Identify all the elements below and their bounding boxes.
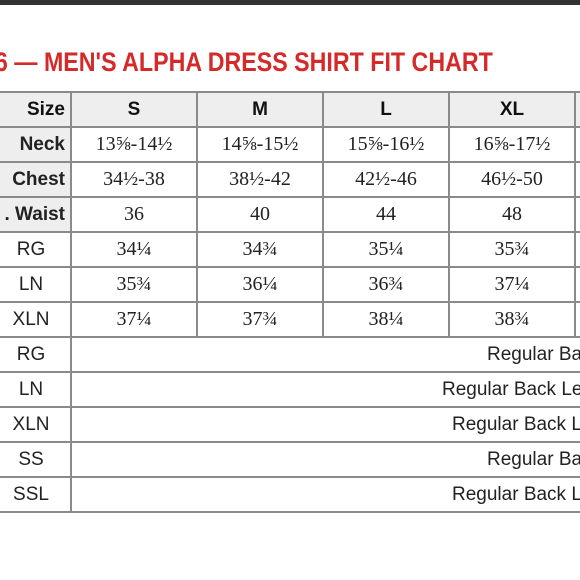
measurement-cell: 44	[322, 196, 450, 233]
row-label: Neck	[0, 126, 72, 163]
row-label: SSL	[0, 476, 72, 513]
back-style-row-ss: SS Regular Ba	[0, 441, 580, 478]
measurement-cell: 37¼	[448, 266, 576, 303]
measurement-cell: 34¾	[196, 231, 324, 268]
row-label: LN	[0, 371, 72, 408]
back-style-text: Regular Back L	[452, 413, 580, 435]
measurement-cell	[574, 126, 580, 163]
measurement-cell: 36¾	[322, 266, 450, 303]
measurement-cell: 13⅝-14½	[70, 126, 198, 163]
measurement-cell: 48	[448, 196, 576, 233]
measurement-cell: 15⅝-16½	[322, 126, 450, 163]
measurement-cell	[574, 161, 580, 198]
row-label: RG	[0, 231, 72, 268]
measurement-cell: 16⅝-17½	[448, 126, 576, 163]
back-style-description: Regular Back Le	[70, 371, 580, 408]
fit-chart-wrapper: Size S M L XL Neck 13⅝-14½ 14⅝-15½ 15⅝-16½ 1…	[0, 91, 580, 535]
measurement-cell: 38½-42	[196, 161, 324, 198]
row-label: . Waist	[0, 196, 72, 233]
top-border	[0, 0, 580, 5]
measurement-row-neck: Neck 13⅝-14½ 14⅝-15½ 15⅝-16½ 16⅝-17½	[0, 126, 580, 163]
measurement-row-waist: . Waist 36 40 44 48	[0, 196, 580, 233]
measurement-cell: 46½-50	[448, 161, 576, 198]
measurement-cell: 42½-46	[322, 161, 450, 198]
back-style-row-ssl: SSL Regular Back L	[0, 476, 580, 513]
row-label: RG	[0, 336, 72, 373]
back-style-row-ln: LN Regular Back Le	[0, 371, 580, 408]
size-header-s: S	[70, 91, 198, 128]
size-header-row: Size S M L XL	[0, 91, 580, 128]
size-header-next	[574, 91, 580, 128]
measurement-cell: 37¼	[70, 301, 198, 338]
back-style-text: Regular Bac	[487, 343, 580, 365]
size-header-m: M	[196, 91, 324, 128]
measurement-cell: 35¾	[70, 266, 198, 303]
measurement-cell: 36	[70, 196, 198, 233]
chart-title: 36 — MEN'S ALPHA DRESS SHIRT FIT CHART	[0, 47, 493, 77]
measurement-cell: 14⅝-15½	[196, 126, 324, 163]
row-label: Chest	[0, 161, 72, 198]
measurement-row-rg: RG 34¼ 34¾ 35¼ 35¾	[0, 231, 580, 268]
size-header-l: L	[322, 91, 450, 128]
measurement-cell	[574, 301, 580, 338]
back-style-row-rg: RG Regular Bac	[0, 336, 580, 373]
measurement-cell: 37¾	[196, 301, 324, 338]
measurement-cell: 34¼	[70, 231, 198, 268]
size-header-label: Size	[0, 91, 72, 128]
back-style-description: Regular Bac	[70, 336, 580, 373]
measurement-row-ln: LN 35¾ 36¼ 36¾ 37¼	[0, 266, 580, 303]
back-style-description: Regular Ba	[70, 441, 580, 478]
measurement-row-chest: Chest 34½-38 38½-42 42½-46 46½-50	[0, 161, 580, 198]
back-style-text: Regular Back Le	[442, 378, 580, 400]
back-style-description: Regular Back L	[70, 406, 580, 443]
row-label: XLN	[0, 301, 72, 338]
measurement-cell: 38¾	[448, 301, 576, 338]
measurement-cell: 34½-38	[70, 161, 198, 198]
measurement-cell: 38¼	[322, 301, 450, 338]
back-style-row-xln: XLN Regular Back L	[0, 406, 580, 443]
measurement-cell	[574, 196, 580, 233]
row-label: LN	[0, 266, 72, 303]
measurement-cell	[574, 231, 580, 268]
row-label: SS	[0, 441, 72, 478]
measurement-cell: 35¾	[448, 231, 576, 268]
measurement-cell: 35¼	[322, 231, 450, 268]
back-style-text: Regular Back L	[452, 483, 580, 505]
measurement-row-xln: XLN 37¼ 37¾ 38¼ 38¾	[0, 301, 580, 338]
back-style-description: Regular Back L	[70, 476, 580, 513]
measurement-cell	[574, 266, 580, 303]
size-header-xl: XL	[448, 91, 576, 128]
fit-chart-table: Size S M L XL Neck 13⅝-14½ 14⅝-15½ 15⅝-16½ 1…	[0, 91, 580, 513]
measurement-cell: 36¼	[196, 266, 324, 303]
back-style-text: Regular Ba	[487, 448, 580, 470]
row-label: XLN	[0, 406, 72, 443]
measurement-cell: 40	[196, 196, 324, 233]
